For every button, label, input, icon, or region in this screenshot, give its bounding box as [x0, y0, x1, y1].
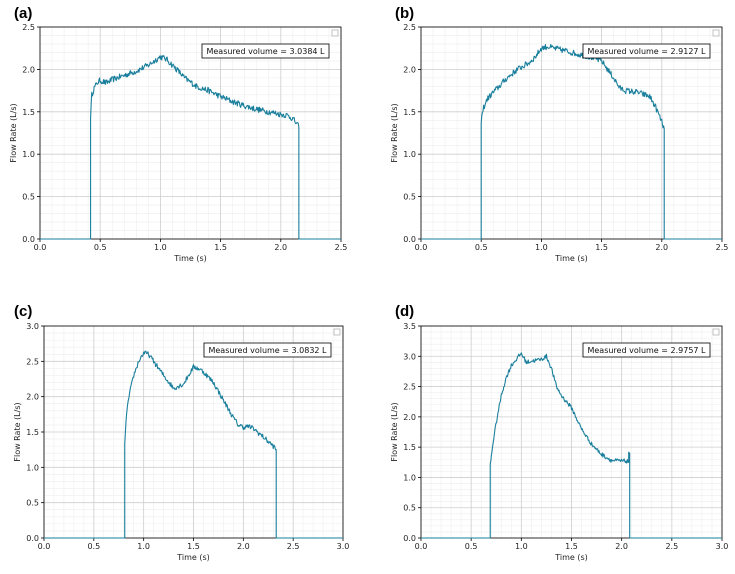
legend-marker [712, 29, 720, 37]
x-tick-label: 1.0 [154, 243, 167, 252]
x-axis-label: Time (s) [554, 254, 588, 263]
chart-panel: (a) 0.0 0.5 1.0 1.5 2.0 2.5 0.0 0.5 1.0 1.5 2.0 2.5 T… [9, 5, 347, 263]
x-tick-label: 2.5 [335, 243, 348, 252]
x-tick-label: 2.0 [655, 243, 668, 252]
legend-marker [333, 328, 341, 336]
x-tick-label: 1.5 [214, 243, 227, 252]
plot-frame [420, 26, 723, 240]
y-tick-label: 3.5 [403, 322, 416, 331]
volume-annotation-box [201, 43, 330, 59]
flow-series-line [44, 350, 343, 539]
y-tick-label: 1.5 [403, 443, 416, 452]
x-tick-label: 2.0 [615, 542, 628, 551]
flow-series-line [421, 352, 722, 539]
volume-annotation: Measured volume = 3.0384 L [206, 47, 325, 56]
volume-annotation-box [582, 342, 711, 358]
y-tick-label: 1.5 [22, 108, 35, 117]
y-tick-label: 0.5 [403, 193, 416, 202]
y-tick-label: 1.0 [22, 150, 35, 159]
x-tick-label: 3.0 [716, 542, 729, 551]
volume-annotation-box [582, 43, 711, 59]
volume-annotation-box [203, 342, 332, 358]
volume-annotation: Measured volume = 3.0832 L [208, 346, 327, 355]
x-tick-label: 1.5 [595, 243, 608, 252]
panel-label: (a) [14, 5, 32, 22]
x-axis-label: Time (s) [176, 553, 210, 562]
volume-annotation: Measured volume = 2.9757 L [587, 346, 706, 355]
x-tick-label: 1.5 [565, 542, 578, 551]
x-tick-label: 2.5 [665, 542, 678, 551]
y-tick-label: 3.0 [26, 322, 39, 331]
y-tick-label: 1.0 [26, 463, 39, 472]
panel-label: (d) [395, 303, 414, 320]
panel-label: (b) [395, 5, 414, 22]
y-tick-label: 2.5 [403, 23, 416, 32]
x-tick-label: 0.5 [465, 542, 478, 551]
y-tick-label: 1.5 [403, 108, 416, 117]
y-tick-label: 0.5 [26, 499, 39, 508]
x-tick-label: 0.0 [34, 243, 47, 252]
x-tick-label: 1.5 [187, 542, 200, 551]
panel-label: (c) [14, 303, 32, 320]
chart-panel: (d) 0.0 0.5 1.0 1.5 2.0 2.5 3.0 0.0 0.5 1.0 1.5 2.0 2… [390, 303, 728, 562]
y-tick-label: 0.0 [403, 235, 416, 244]
y-axis-label: Flow Rate (L/s) [13, 402, 22, 461]
y-tick-label: 1.0 [403, 473, 416, 482]
x-axis-label: Time (s) [554, 553, 588, 562]
x-tick-label: 0.5 [94, 243, 107, 252]
flow-series-line [421, 43, 722, 240]
x-axis-label: Time (s) [173, 254, 207, 263]
chart-panel: (b) 0.0 0.5 1.0 1.5 2.0 2.5 0.0 0.5 1.0 1.5 2.0 2.5 T… [390, 5, 728, 263]
y-tick-label: 0.5 [22, 193, 35, 202]
x-tick-label: 2.0 [274, 243, 287, 252]
y-tick-label: 0.0 [22, 235, 35, 244]
y-axis-label: Flow Rate (L/s) [390, 402, 399, 461]
x-tick-label: 0.5 [475, 243, 488, 252]
y-tick-label: 2.0 [403, 413, 416, 422]
y-tick-label: 2.5 [403, 383, 416, 392]
x-tick-label: 0.0 [38, 542, 51, 551]
chart-panel: (c) 0.0 0.5 1.0 1.5 2.0 2.5 3.0 0.0 0.5 1.0 1.5 2.0 2… [13, 303, 349, 562]
x-tick-label: 0.0 [415, 243, 428, 252]
y-axis-label: Flow Rate (L/s) [9, 103, 18, 162]
x-tick-label: 3.0 [337, 542, 350, 551]
y-tick-label: 1.0 [403, 150, 416, 159]
x-tick-label: 1.0 [535, 243, 548, 252]
x-tick-label: 2.5 [716, 243, 729, 252]
y-tick-label: 2.0 [403, 65, 416, 74]
x-tick-label: 0.0 [415, 542, 428, 551]
volume-annotation: Measured volume = 2.9127 L [587, 47, 706, 56]
x-tick-label: 0.5 [87, 542, 100, 551]
flow-series-line [40, 54, 341, 240]
x-tick-label: 2.0 [237, 542, 250, 551]
legend-marker [331, 29, 339, 37]
y-tick-label: 0.5 [403, 504, 416, 513]
y-tick-label: 2.0 [22, 65, 35, 74]
y-tick-label: 2.5 [26, 357, 39, 366]
x-tick-label: 2.5 [287, 542, 300, 551]
y-axis-label: Flow Rate (L/s) [390, 103, 399, 162]
y-tick-label: 2.0 [26, 393, 39, 402]
y-tick-label: 1.5 [26, 428, 39, 437]
x-tick-label: 1.0 [515, 542, 528, 551]
legend-marker [712, 328, 720, 336]
y-tick-label: 3.0 [403, 352, 416, 361]
y-tick-label: 0.0 [403, 534, 416, 543]
y-tick-label: 2.5 [22, 23, 35, 32]
x-tick-label: 1.0 [137, 542, 150, 551]
plot-frame [39, 26, 342, 240]
y-tick-label: 0.0 [26, 534, 39, 543]
